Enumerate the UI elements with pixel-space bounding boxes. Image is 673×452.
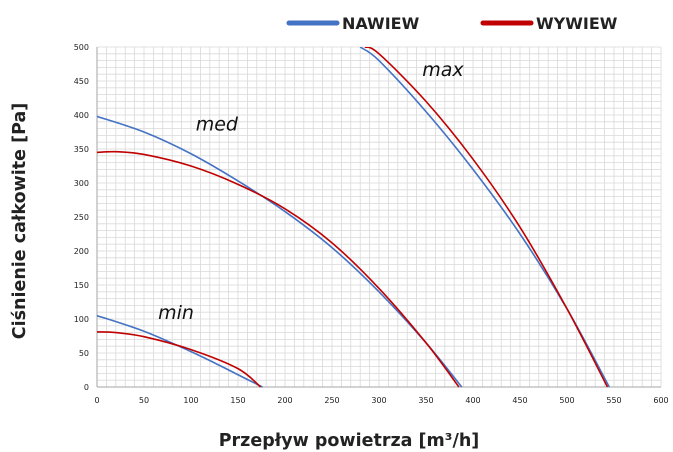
x-axis-title: Przepływ powietrza [m³/h] xyxy=(219,431,480,451)
y-axis-title: Ciśnienie całkowite [Pa] xyxy=(10,103,30,340)
legend-label-wywiew: WYWIEW xyxy=(536,14,618,33)
series-line-wywiew-min xyxy=(97,331,262,388)
curve-label-med: med xyxy=(196,114,239,136)
x-tick-label: 450 xyxy=(512,396,527,405)
y-tick-label: 250 xyxy=(74,213,89,222)
x-tick-label: 350 xyxy=(418,396,433,405)
x-tick-label: 600 xyxy=(653,396,668,405)
legend-label-nawiew: NAWIEW xyxy=(342,14,420,33)
x-tick-label: 300 xyxy=(371,396,386,405)
y-tick-label: 400 xyxy=(74,111,89,120)
y-tick-label: 150 xyxy=(74,281,89,290)
series-line-wywiew-med xyxy=(97,150,460,388)
x-tick-label: 200 xyxy=(277,396,292,405)
x-tick-label: 400 xyxy=(465,396,480,405)
y-tick-label: 300 xyxy=(74,179,89,188)
y-tick-label: 0 xyxy=(84,383,89,392)
x-tick-label: 550 xyxy=(606,396,621,405)
y-tick-label: 350 xyxy=(74,145,89,154)
x-tick-label: 0 xyxy=(94,396,99,405)
x-tick-label: 250 xyxy=(324,396,339,405)
x-tick-label: 50 xyxy=(139,396,149,405)
x-tick-label: 150 xyxy=(230,396,245,405)
x-tick-label: 100 xyxy=(183,396,198,405)
y-tick-label: 450 xyxy=(74,77,89,86)
series-line-nawiew-min xyxy=(97,314,263,388)
y-tick-label: 500 xyxy=(74,43,89,52)
curve-label-min: min xyxy=(158,302,194,324)
y-tick-label: 100 xyxy=(74,315,89,324)
y-tick-label: 200 xyxy=(74,247,89,256)
x-tick-label: 500 xyxy=(559,396,574,405)
curve-label-max: max xyxy=(422,59,464,81)
y-tick-label: 50 xyxy=(79,349,89,358)
series-line-wywiew-max xyxy=(364,47,609,388)
